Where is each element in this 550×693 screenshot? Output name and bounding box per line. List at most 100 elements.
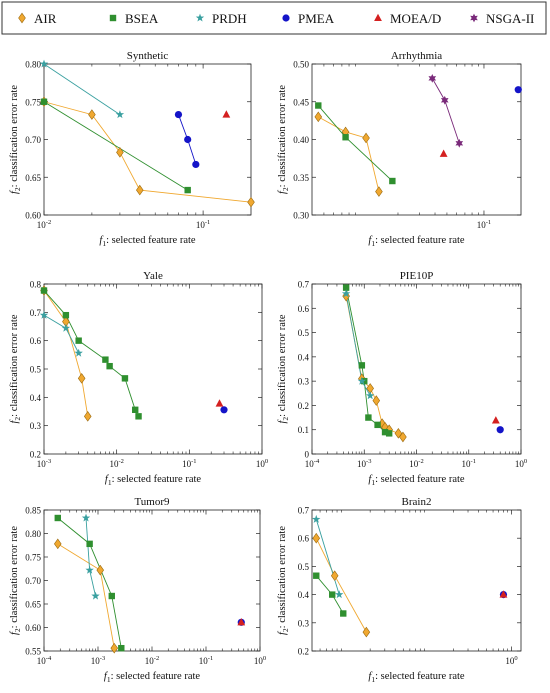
chart-pie10p-bsea-point-1 [358,362,366,369]
chart-yale-ytick-3: 0.5 [30,365,42,375]
chart-tumor9-plot-area [43,509,261,652]
chart-yale-plot-area [43,283,263,455]
chart-tumor9-ytick-6: 0.85 [25,506,41,516]
chart-pie10p-pmea-point-0 [496,426,504,434]
chart-synthetic-title: Synthetic [127,50,169,62]
chart-brain2-ytick-4: 0.6 [298,534,310,544]
legend-label-air: AIR [34,11,57,26]
chart-brain2-bsea-point-0 [313,572,320,579]
chart-synthetic-ytick-3: 0.75 [25,97,41,107]
chart-tumor9-xtick-0: 10-4 [37,655,52,666]
chart-synthetic-prdh-point-1 [115,110,125,119]
chart-pie10p-bsea-point-0 [342,284,350,291]
chart-pie10p-ylabel: f2: classification error rate [277,314,290,423]
chart-pie10p-prdh-point-0 [341,289,351,298]
chart-tumor9-air-point-0 [54,538,62,550]
chart-yale-ytick-1: 0.3 [30,421,42,431]
chart-brain2-ytick-5: 0.7 [298,506,310,516]
chart-brain2-ytick-1: 0.3 [298,618,310,628]
chart-pie10p-ytick-2: 0.2 [298,401,309,411]
chart-tumor9-xtick-2: 10-2 [145,655,159,666]
chart-tumor9-ytick-1: 0.60 [25,623,41,633]
chart-arrhythmia-nsga-ii-point-1 [440,95,449,105]
chart-tumor9-bsea-point-1 [86,540,93,548]
legend-label-nsga-ii: NSGA-II [486,11,534,26]
legend: AIR BSEA PRDH PMEA MOEA/D NSGA-II [1,1,547,35]
chart-brain2-ytick-3: 0.5 [298,562,310,572]
chart-yale-bsea-point-7 [135,413,142,420]
chart-yale-bsea-point-5 [121,375,129,382]
chart-synthetic-xtick-0: 10-2 [37,219,51,230]
chart-pie10p-prdh-point-1 [357,376,367,385]
legend-entry-moea-d: MOEA/D [374,11,441,26]
chart-synthetic-xtick-1: 10-1 [196,219,210,230]
chart-tumor9-xlabel: f1: selected feature rate [104,671,200,684]
chart-synthetic-moea-d-point-0 [222,110,231,118]
chart-yale-bsea-point-4 [106,362,113,370]
legend-marker-air [18,12,26,24]
chart-yale-title: Yale [143,270,163,282]
legend-entry-pmea: PMEA [282,11,335,26]
chart-synthetic-ytick-0: 0.60 [25,211,41,221]
chart-pie10p-ytick-5: 0.5 [298,328,310,338]
chart-brain2-xtick-0: 100 [505,655,517,666]
chart-arrhythmia-xtick-0: 10-1 [477,219,491,230]
chart-synthetic-ytick-1: 0.65 [25,173,41,183]
chart-yale-ytick-5: 0.7 [30,308,42,318]
chart-synthetic-bsea-line [43,101,188,191]
chart-arrhythmia: Arrhythmia 10-1 0.30 0.35 0.40 0.45 0.50 f1: se… [277,50,522,248]
chart-tumor9-ytick-3: 0.70 [25,576,41,586]
chart-brain2-bsea-point-1 [329,591,336,598]
chart-pie10p-bsea-point-3 [365,414,372,421]
chart-tumor9-ytick-5: 0.80 [25,529,41,539]
chart-yale-xtick-1: 10-2 [109,458,123,469]
chart-brain2-prdh-point-1 [335,590,344,599]
chart-synthetic: Synthetic 10-2 10-1 0.60 0.65 0.70 0.75 0.80 f1:… [9,50,255,248]
chart-pie10p-xtick-0: 10-4 [305,458,320,469]
chart-yale-prdh-point-0 [39,310,49,319]
chart-synthetic-prdh-point-0 [39,59,49,68]
legend-marker-moea-d [374,13,382,21]
chart-arrhythmia-air-point-3 [375,186,383,197]
chart-yale-moea-d-point-0 [215,399,224,407]
chart-brain2-ytick-0: 0.2 [298,647,309,657]
chart-synthetic-pmea-point-1 [184,135,192,144]
chart-arrhythmia-pmea-point-0 [514,86,522,94]
chart-yale-ytick-0: 0.2 [30,450,41,460]
chart-yale-bsea-point-0 [40,287,48,294]
chart-pie10p-ytick-6: 0.6 [298,304,310,314]
chart-yale-bsea-point-3 [102,356,109,363]
legend-entry-bsea: BSEA [109,11,159,26]
chart-yale-bsea-point-1 [62,311,70,319]
chart-synthetic-air-point-3 [136,184,144,196]
chart-tumor9-ytick-0: 0.55 [25,647,41,657]
chart-synthetic-prdh-line [43,63,121,115]
chart-arrhythmia-moea-d-point-0 [439,149,448,157]
chart-tumor9-prdh-point-0 [81,513,91,522]
chart-pie10p-ytick-4: 0.4 [298,352,310,362]
chart-brain2-air-point-1 [330,570,339,582]
chart-pie10p-prdh-point-2 [366,391,375,400]
chart-synthetic-air-point-1 [88,109,96,120]
legend-label-prdh: PRDH [212,11,247,26]
chart-pie10p-ytick-1: 0.1 [298,425,309,435]
chart-arrhythmia-ytick-0: 0.30 [293,211,309,221]
chart-tumor9-prdh-point-1 [85,565,94,574]
chart-pie10p-xtick-1: 10-3 [357,458,371,469]
chart-brain2-title: Brain2 [402,496,432,508]
chart-yale-xlabel: f1: selected feature rate [105,474,201,487]
chart-tumor9-xtick-1: 10-3 [91,655,105,666]
chart-synthetic-bsea-point-1 [184,186,191,194]
chart-arrhythmia-xlabel: f1: selected feature rate [368,235,464,248]
chart-brain2-bsea-point-2 [340,610,347,617]
chart-brain2-ytick-2: 0.4 [298,590,310,600]
chart-yale-pmea-point-0 [220,406,228,414]
chart-yale-prdh-point-2 [74,348,83,357]
chart-yale-xtick-2: 10-1 [182,458,196,469]
legend-entry-prdh: PRDH [195,11,247,26]
chart-arrhythmia-ytick-1: 0.35 [293,173,309,183]
legend-entry-air: AIR [18,11,57,26]
chart-tumor9-prdh-point-2 [91,591,100,600]
chart-tumor9-bsea-point-3 [118,644,125,652]
